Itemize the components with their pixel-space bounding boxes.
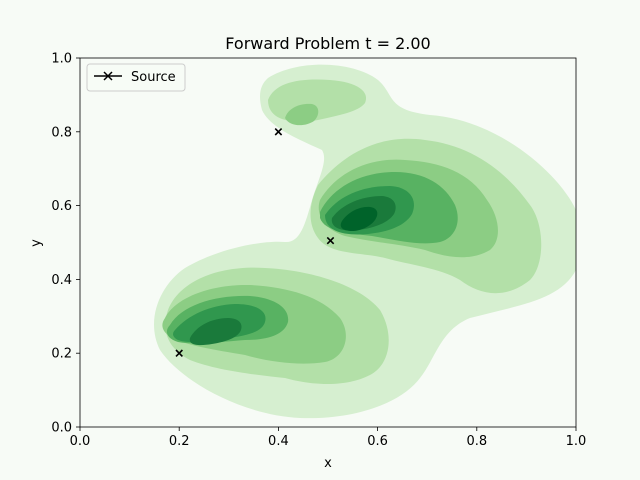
plot-frame xyxy=(79,57,577,428)
contour-band-3-top xyxy=(285,103,319,126)
x-tick-label: 0.2 xyxy=(169,434,190,449)
legend: Source xyxy=(86,63,186,92)
source-markers xyxy=(175,128,335,357)
legend-x-marker-icon xyxy=(103,71,113,81)
y-axis-ticks: 0.0 0.2 0.4 0.6 0.8 1.0 xyxy=(51,52,80,436)
y-tick-label: 0.0 xyxy=(51,421,72,436)
chart-title: Forward Problem t = 2.00 xyxy=(225,34,430,53)
x-tick-label: 0.8 xyxy=(466,434,487,449)
y-tick-label: 0.2 xyxy=(51,347,72,362)
source-point-marker xyxy=(326,236,335,245)
density-contours xyxy=(154,64,576,419)
source-point-marker xyxy=(175,349,183,357)
x-tick-label: 1.0 xyxy=(566,434,587,449)
source-point-marker xyxy=(274,128,283,136)
contour-level-7 xyxy=(340,206,378,231)
y-tick-label: 0.4 xyxy=(51,273,72,288)
x-tick-label: 0.4 xyxy=(268,434,289,449)
y-axis-label: y xyxy=(29,239,44,247)
contour-band-6-lower xyxy=(189,318,242,346)
contour-band-7-main xyxy=(340,206,378,231)
x-axis-ticks: 0.0 0.2 0.4 0.6 0.8 1.0 xyxy=(70,427,587,449)
x-tick-label: 0.0 xyxy=(70,434,91,449)
legend-entry-source: Source xyxy=(131,70,176,85)
x-axis-label: x xyxy=(324,456,332,471)
y-tick-label: 0.8 xyxy=(51,125,72,140)
legend-box xyxy=(86,63,186,92)
y-tick-label: 1.0 xyxy=(51,52,72,67)
y-tick-label: 0.6 xyxy=(51,199,72,214)
x-tick-label: 0.6 xyxy=(367,434,388,449)
